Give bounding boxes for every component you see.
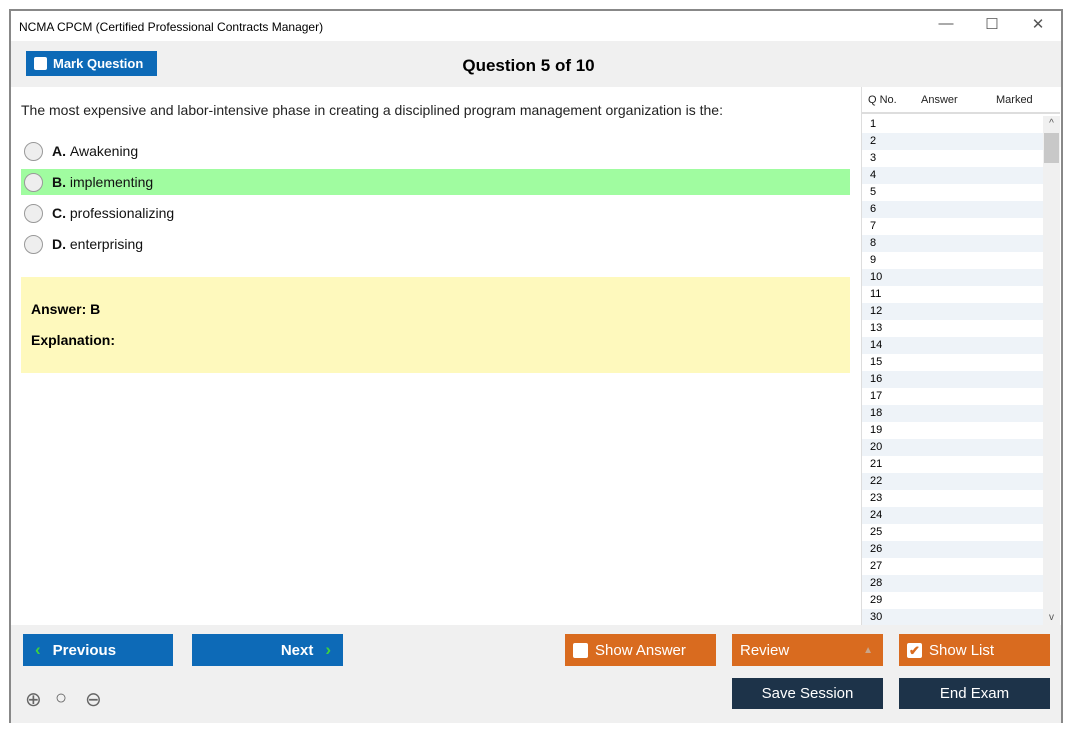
list-header: Q No. Answer Marked — [862, 87, 1060, 114]
list-row[interactable]: 2 — [862, 133, 1044, 150]
list-row[interactable]: 19 — [870, 424, 883, 436]
zoom-out-icon[interactable]: ⊖ — [85, 689, 102, 711]
caret-up-icon: ▲ — [863, 644, 873, 656]
list-row[interactable]: 6 — [862, 201, 1044, 218]
end-exam-button[interactable]: End Exam — [899, 678, 1050, 709]
footer: ‹ Previous Next › Show Answer Review ▲ ✔ Sho… — [11, 625, 1061, 723]
option-b[interactable]: B. implementing — [21, 169, 850, 195]
scrollbar-thumb[interactable] — [1044, 133, 1059, 163]
list-row[interactable]: 14 — [862, 337, 1044, 354]
list-row[interactable]: 25 — [870, 526, 883, 538]
list-row[interactable]: 20 — [862, 439, 1044, 456]
list-row[interactable]: 7 — [870, 220, 877, 232]
list-row[interactable]: 11 — [870, 288, 882, 300]
list-row[interactable]: 4 — [862, 167, 1044, 184]
next-label: Next — [280, 641, 314, 659]
list-row[interactable]: 5 — [870, 186, 877, 198]
header-qno: Q No. — [868, 93, 897, 106]
list-row[interactable]: 10 — [862, 269, 1044, 286]
title-bar: NCMA CPCM (Certified Professional Contra… — [11, 11, 1061, 41]
question-panel: The most expensive and labor-intensive p… — [11, 87, 861, 625]
radio-button[interactable] — [24, 172, 43, 192]
list-row[interactable]: 12 — [862, 303, 1044, 320]
list-row[interactable]: 28 — [862, 575, 1044, 592]
list-row[interactable]: 27 — [870, 560, 883, 572]
list-row[interactable]: 22 — [862, 473, 1044, 490]
list-row[interactable]: 1 — [870, 118, 877, 130]
answer-box: Answer: B Explanation: — [21, 277, 850, 373]
option-letter: D. — [52, 236, 66, 252]
save-session-button[interactable]: Save Session — [732, 678, 883, 709]
list-row[interactable]: 21 — [870, 458, 883, 470]
list-row[interactable]: 29 — [870, 594, 883, 606]
show-answer-label: Show Answer — [595, 641, 686, 659]
option-letter: B. — [52, 174, 66, 190]
chevron-right-icon: › — [325, 640, 331, 659]
list-row[interactable]: 23 — [870, 492, 883, 504]
scroll-up-icon[interactable]: ^ — [1049, 118, 1054, 129]
list-row[interactable]: 9 — [870, 254, 877, 266]
review-label: Review — [740, 641, 790, 659]
question-text: The most expensive and labor-intensive p… — [21, 102, 723, 118]
option-c[interactable]: C. professionalizing — [21, 200, 850, 226]
list-row[interactable]: 13 — [870, 322, 883, 334]
toolbar: Mark Question Question 5 of 10 — [11, 41, 1061, 87]
checkbox-icon — [34, 57, 47, 70]
list-row[interactable]: 17 — [870, 390, 883, 402]
header-marked: Marked — [996, 93, 1033, 106]
list-row[interactable]: 3 — [870, 152, 877, 164]
zoom-reset-icon[interactable]: ○ — [55, 687, 68, 709]
radio-button[interactable] — [24, 234, 43, 254]
question-list: Q No. Answer Marked 1 2 3 4 5 6 7 8 9 10 11 12 13 14 1… — [861, 87, 1060, 626]
header-answer: Answer — [921, 93, 958, 106]
mark-question-button[interactable]: Mark Question — [26, 51, 157, 76]
list-row[interactable]: 8 — [862, 235, 1044, 252]
mark-question-label: Mark Question — [53, 56, 144, 71]
show-list-label: Show List — [929, 641, 995, 659]
option-text: enterprising — [69, 236, 144, 252]
scrollbar[interactable]: ^ v — [1043, 116, 1060, 625]
radio-button[interactable] — [24, 203, 43, 223]
chevron-left-icon: ‹ — [35, 640, 41, 659]
app-window: NCMA CPCM (Certified Professional Contra… — [9, 9, 1063, 723]
option-text: Awakening — [69, 143, 139, 159]
option-text: implementing — [69, 174, 154, 190]
option-letter: A. — [52, 143, 66, 159]
list-row[interactable]: 16 — [862, 371, 1044, 388]
option-text: professionalizing — [69, 205, 175, 221]
show-list-toggle[interactable]: ✔ Show List — [899, 634, 1050, 666]
list-row[interactable]: 24 — [862, 507, 1044, 524]
window-title: NCMA CPCM (Certified Professional Contra… — [19, 20, 324, 34]
checkmark-icon: ✔ — [907, 642, 922, 658]
next-button[interactable]: Next › — [192, 634, 343, 666]
option-letter: C. — [52, 205, 66, 221]
maximize-button[interactable]: ☐ — [985, 16, 999, 33]
answer-label: Answer: B — [31, 301, 101, 317]
list-row[interactable]: 26 — [862, 541, 1044, 558]
explanation-label: Explanation: — [31, 332, 116, 348]
previous-label: Previous — [52, 641, 117, 659]
radio-button[interactable] — [24, 141, 43, 161]
previous-button[interactable]: ‹ Previous — [23, 634, 173, 666]
list-row[interactable]: 30 — [862, 609, 1044, 626]
minimize-button[interactable]: — — [938, 15, 954, 32]
option-d[interactable]: D. enterprising — [21, 231, 850, 257]
scroll-down-icon[interactable]: v — [1049, 612, 1054, 623]
list-row[interactable]: 15 — [870, 356, 883, 368]
question-counter: Question 5 of 10 — [462, 56, 595, 75]
close-button[interactable]: ✕ — [1031, 16, 1045, 33]
review-dropdown[interactable]: Review ▲ — [732, 634, 883, 666]
zoom-in-icon[interactable]: ⊕ — [25, 689, 42, 711]
option-a[interactable]: A. Awakening — [21, 138, 850, 164]
show-answer-toggle[interactable]: Show Answer — [565, 634, 716, 666]
list-row[interactable]: 18 — [862, 405, 1044, 422]
checkbox-icon — [573, 642, 588, 658]
